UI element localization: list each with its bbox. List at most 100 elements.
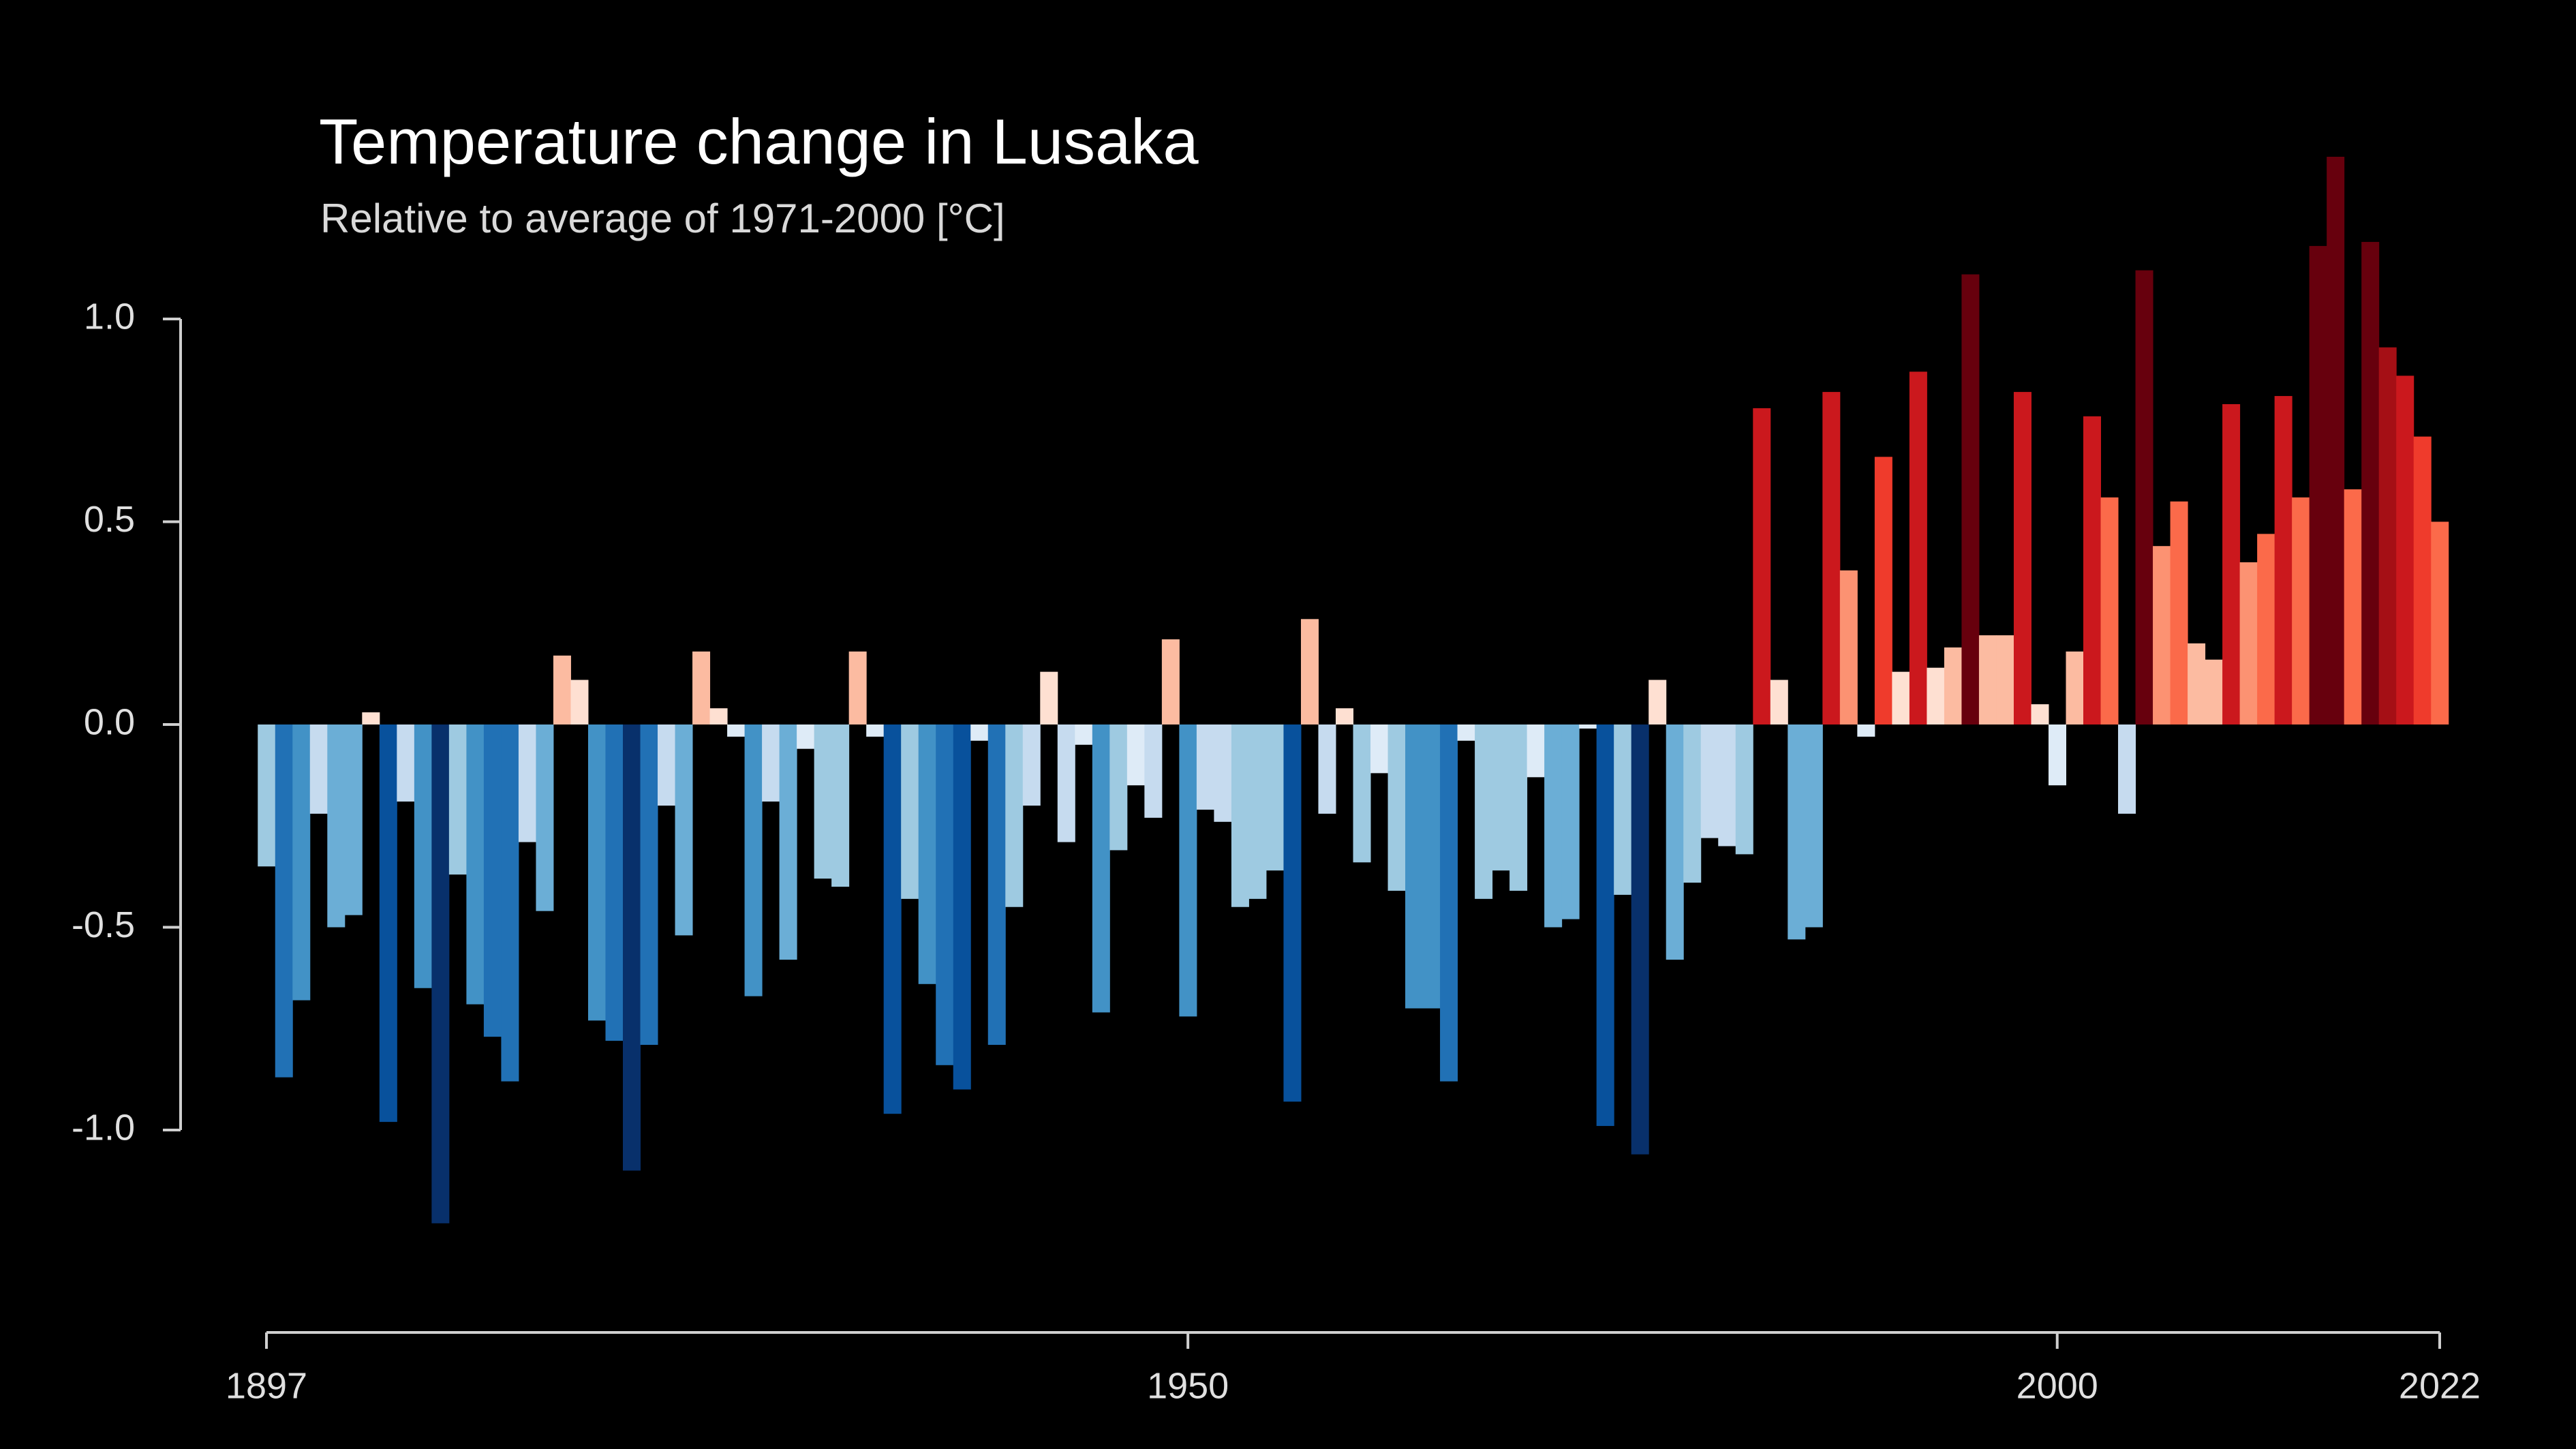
bar (309, 724, 328, 814)
bar (518, 724, 536, 842)
bar (2257, 534, 2275, 724)
bar (658, 724, 676, 806)
bar (1405, 724, 1424, 1009)
bar (327, 724, 346, 928)
bar (2083, 416, 2102, 724)
bar (1579, 724, 1597, 729)
bar (1422, 724, 1441, 1009)
bar (2118, 724, 2136, 814)
x-tick-label: 1950 (1147, 1365, 1229, 1406)
x-tick-label: 1897 (226, 1365, 307, 1406)
bar (414, 724, 432, 988)
bar (1283, 724, 1302, 1102)
bar (362, 712, 380, 724)
bar (2031, 704, 2049, 724)
bar (2431, 521, 2449, 724)
bar (2413, 436, 2432, 724)
bar (2327, 157, 2345, 724)
bar (258, 724, 276, 867)
bar (2100, 497, 2119, 724)
bar (2378, 347, 2397, 724)
bar (1457, 724, 1475, 741)
bar (1596, 724, 1614, 1127)
bar (1353, 724, 1371, 863)
bar (2222, 403, 2241, 724)
bar (779, 724, 797, 960)
bar (797, 724, 815, 749)
bar (605, 724, 624, 1041)
bar (2013, 392, 2031, 724)
bar (1822, 392, 1841, 724)
bar (1509, 724, 1528, 891)
bar (2344, 489, 2362, 724)
bar (1805, 724, 1823, 928)
bar (1961, 274, 1980, 724)
bar (397, 724, 415, 802)
x-tick-label: 2022 (2399, 1365, 2481, 1406)
bar (987, 724, 1006, 1046)
bar (883, 724, 902, 1114)
bar (2292, 497, 2310, 724)
bar (1492, 724, 1510, 871)
bar (587, 724, 606, 1021)
bar (762, 724, 780, 802)
chart-subtitle: Relative to average of 1971-2000 [°C] (320, 196, 1005, 241)
bar (466, 724, 485, 1005)
bar (536, 724, 554, 911)
bar (2170, 501, 2188, 724)
bar (744, 724, 763, 996)
y-tick-label: 1.0 (84, 296, 135, 337)
bar (1753, 408, 1771, 724)
bar (1126, 724, 1145, 786)
bar (936, 724, 954, 1065)
y-tick-label: -0.5 (72, 904, 135, 945)
bar (1370, 724, 1389, 774)
bar (1196, 724, 1214, 810)
bar (1927, 667, 1945, 724)
bar (1300, 619, 1319, 724)
bar (1022, 724, 1041, 806)
bar (1700, 724, 1719, 838)
bar (1248, 724, 1267, 899)
bar (1161, 639, 1180, 724)
bar (2135, 270, 2153, 725)
bar (1179, 724, 1197, 1017)
bar (501, 724, 519, 1082)
bar (1266, 724, 1284, 871)
bar (1387, 724, 1406, 891)
bar (1092, 724, 1110, 1013)
bar (2239, 562, 2258, 724)
bar (640, 724, 658, 1046)
bar (675, 724, 693, 936)
bar (1544, 724, 1563, 928)
bar (2066, 651, 2084, 724)
bar (1857, 724, 1875, 737)
bar (1735, 724, 1753, 855)
bar (953, 724, 971, 1090)
bar (2309, 245, 2327, 724)
bar (1005, 724, 1024, 907)
bar (292, 724, 311, 1001)
bar (1978, 635, 1997, 724)
bar (2205, 659, 2223, 724)
y-tick-label: 0.0 (84, 701, 135, 742)
y-tick-label: 0.5 (84, 499, 135, 540)
bar (2361, 241, 2380, 724)
bar (483, 724, 502, 1037)
bar (1527, 724, 1545, 778)
bar (431, 724, 450, 1223)
bar (866, 724, 885, 737)
bar (727, 724, 746, 737)
bar (2048, 724, 2066, 786)
bar (1040, 671, 1058, 724)
bar (692, 651, 711, 724)
bar (1683, 724, 1702, 883)
bar (814, 724, 832, 879)
bar (918, 724, 936, 984)
bar (848, 651, 867, 724)
bar (1909, 371, 1927, 724)
bar (1944, 647, 1962, 724)
chart-title: Temperature change in Lusaka (319, 106, 1199, 177)
bar (275, 724, 293, 1078)
